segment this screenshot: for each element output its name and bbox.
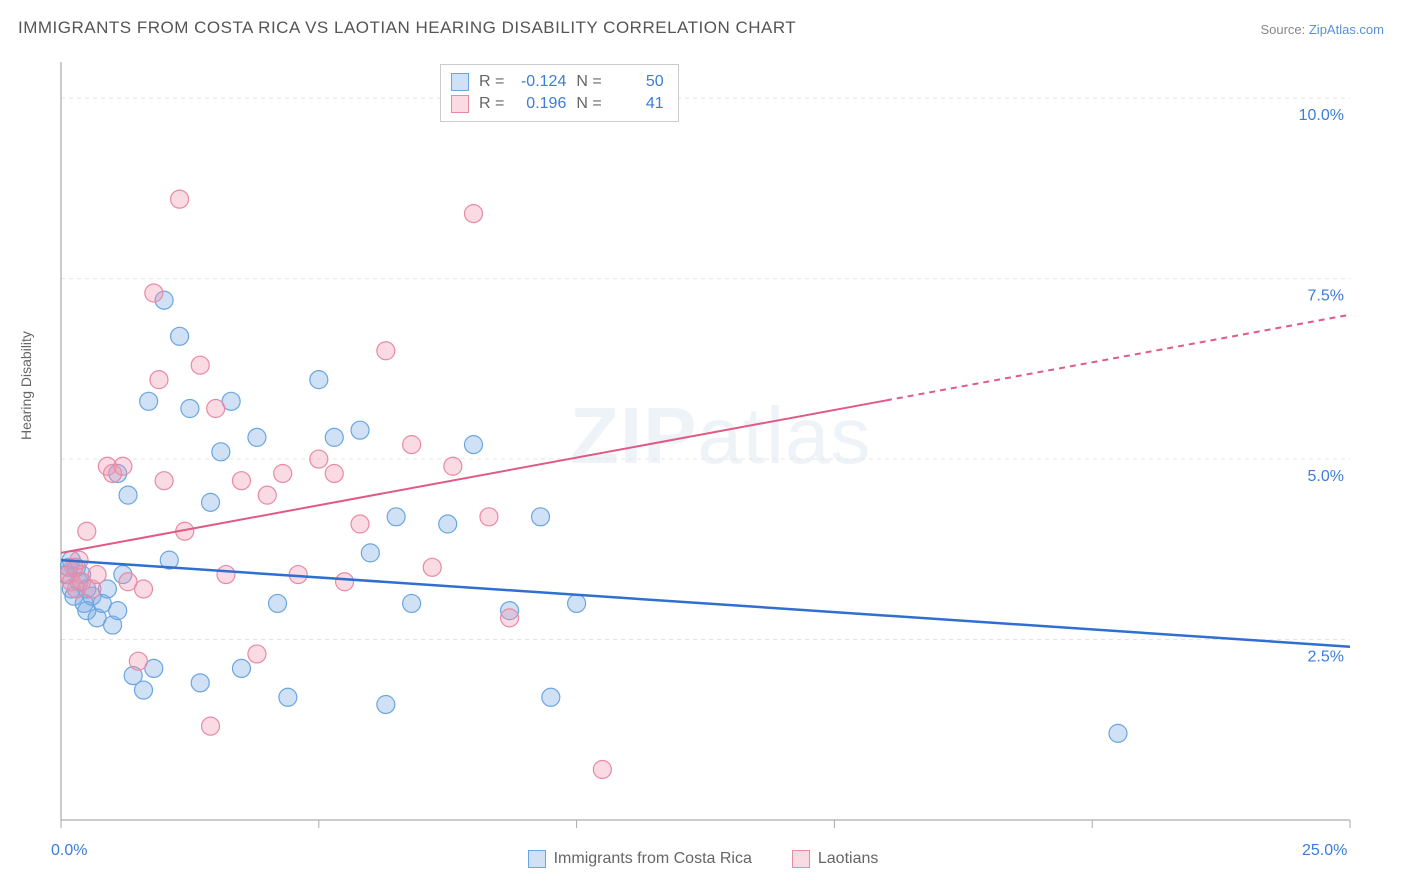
n-label: N = bbox=[576, 71, 601, 93]
chart-title: IMMIGRANTS FROM COSTA RICA VS LAOTIAN HE… bbox=[18, 18, 796, 38]
source-link[interactable]: ZipAtlas.com bbox=[1309, 22, 1384, 37]
n-label: N = bbox=[576, 93, 601, 115]
legend-swatch-series-2 bbox=[451, 95, 469, 113]
n-value-series-2: 41 bbox=[612, 93, 664, 115]
source-prefix: Source: bbox=[1260, 22, 1308, 37]
y-axis-label: Hearing Disability bbox=[18, 331, 34, 440]
svg-text:2.5%: 2.5% bbox=[1308, 649, 1344, 666]
scatter-chart-svg: 2.5% 5.0% 7.5% 10.0% bbox=[60, 60, 1370, 830]
bottom-legend-item-2: Laotians bbox=[792, 850, 879, 868]
x-axis-max-label: 25.0% bbox=[1302, 842, 1347, 860]
bottom-legend-label-2: Laotians bbox=[818, 850, 879, 868]
svg-text:10.0%: 10.0% bbox=[1299, 107, 1344, 124]
r-value-series-1: -0.124 bbox=[514, 71, 566, 93]
x-axis-min-label: 0.0% bbox=[51, 842, 87, 860]
bottom-legend-swatch-1 bbox=[528, 850, 546, 868]
n-value-series-1: 50 bbox=[612, 71, 664, 93]
svg-text:7.5%: 7.5% bbox=[1308, 288, 1344, 305]
legend-swatch-series-1 bbox=[451, 73, 469, 91]
r-value-series-2: 0.196 bbox=[514, 93, 566, 115]
chart-area: 2.5% 5.0% 7.5% 10.0% bbox=[60, 60, 1370, 830]
svg-text:5.0%: 5.0% bbox=[1308, 468, 1344, 485]
legend-row-series-2: R = 0.196 N = 41 bbox=[451, 93, 664, 115]
bottom-legend-swatch-2 bbox=[792, 850, 810, 868]
source-attribution: Source: ZipAtlas.com bbox=[1260, 22, 1384, 37]
correlation-legend-box: R = -0.124 N = 50 R = 0.196 N = 41 bbox=[440, 64, 679, 122]
legend-row-series-1: R = -0.124 N = 50 bbox=[451, 71, 664, 93]
bottom-legend: Immigrants from Costa Rica Laotians bbox=[0, 850, 1406, 868]
bottom-legend-item-1: Immigrants from Costa Rica bbox=[528, 850, 752, 868]
bottom-legend-label-1: Immigrants from Costa Rica bbox=[554, 850, 752, 868]
r-label: R = bbox=[479, 93, 504, 115]
r-label: R = bbox=[479, 71, 504, 93]
